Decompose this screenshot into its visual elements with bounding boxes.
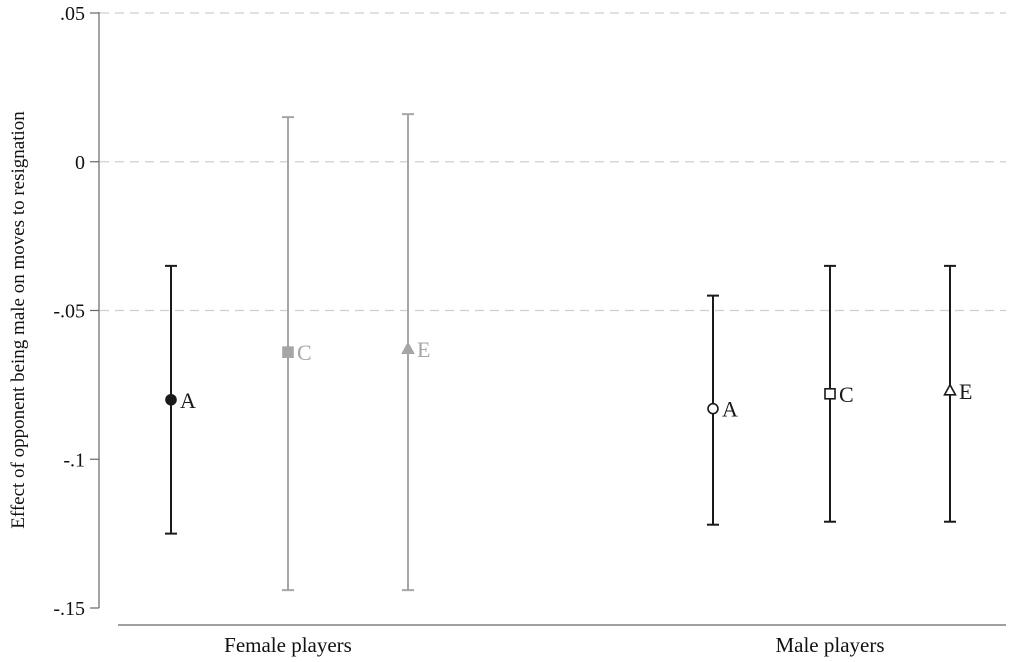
estimate-label: A xyxy=(180,388,196,413)
estimate-group: E xyxy=(943,264,972,523)
estimate-marker xyxy=(401,341,415,354)
category-label: Male players xyxy=(775,633,884,657)
estimate-label: C xyxy=(297,340,312,365)
estimate-group: A xyxy=(707,294,738,526)
estimate-label: A xyxy=(722,397,738,422)
category-labels: Female players Male players xyxy=(224,633,884,657)
estimate-marker xyxy=(707,402,719,415)
estimate-label: C xyxy=(839,382,854,407)
y-tick-label: -.05 xyxy=(53,301,85,323)
y-tick-label: .05 xyxy=(60,3,85,25)
y-tick-label: -.1 xyxy=(63,449,85,471)
y-tick-label: -.15 xyxy=(53,598,85,620)
estimate-group: E xyxy=(401,113,430,592)
estimate-marker xyxy=(824,387,836,400)
y-axis-title: Effect of opponent being male on moves t… xyxy=(8,111,29,529)
axes xyxy=(98,12,1006,626)
gridlines xyxy=(100,12,1006,312)
estimate-marker xyxy=(943,383,957,396)
estimate-group: C xyxy=(824,264,854,523)
estimate-marker xyxy=(165,393,177,406)
estimates: A C E A C E xyxy=(165,113,972,592)
estimate-group: A xyxy=(165,264,196,535)
y-tick-label: 0 xyxy=(75,152,85,174)
y-ticks: .05 0 -.05 -.1 -.15 xyxy=(53,3,99,620)
estimate-label: E xyxy=(417,337,430,362)
estimate-group: C xyxy=(282,116,312,592)
estimate-label: E xyxy=(959,379,972,404)
estimate-marker xyxy=(282,346,294,358)
category-label: Female players xyxy=(224,633,352,657)
